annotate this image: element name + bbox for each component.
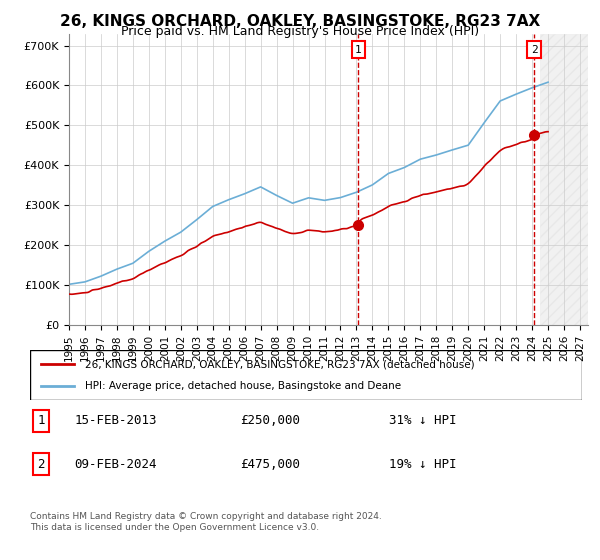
Text: 31% ↓ HPI: 31% ↓ HPI: [389, 414, 457, 427]
Bar: [540, 34, 588, 325]
Text: 1: 1: [37, 414, 45, 427]
Text: 2: 2: [530, 45, 538, 55]
Text: £250,000: £250,000: [240, 414, 300, 427]
Text: 2: 2: [37, 458, 45, 470]
Text: Contains HM Land Registry data © Crown copyright and database right 2024.
This d: Contains HM Land Registry data © Crown c…: [30, 512, 382, 532]
Text: 26, KINGS ORCHARD, OAKLEY, BASINGSTOKE, RG23 7AX (detached house): 26, KINGS ORCHARD, OAKLEY, BASINGSTOKE, …: [85, 359, 475, 369]
Text: 15-FEB-2013: 15-FEB-2013: [74, 414, 157, 427]
Text: 1: 1: [355, 45, 362, 55]
Text: 26, KINGS ORCHARD, OAKLEY, BASINGSTOKE, RG23 7AX: 26, KINGS ORCHARD, OAKLEY, BASINGSTOKE, …: [60, 14, 540, 29]
Text: Price paid vs. HM Land Registry's House Price Index (HPI): Price paid vs. HM Land Registry's House …: [121, 25, 479, 38]
Text: HPI: Average price, detached house, Basingstoke and Deane: HPI: Average price, detached house, Basi…: [85, 381, 401, 391]
Text: 19% ↓ HPI: 19% ↓ HPI: [389, 458, 457, 470]
Text: 09-FEB-2024: 09-FEB-2024: [74, 458, 157, 470]
Text: £475,000: £475,000: [240, 458, 300, 470]
